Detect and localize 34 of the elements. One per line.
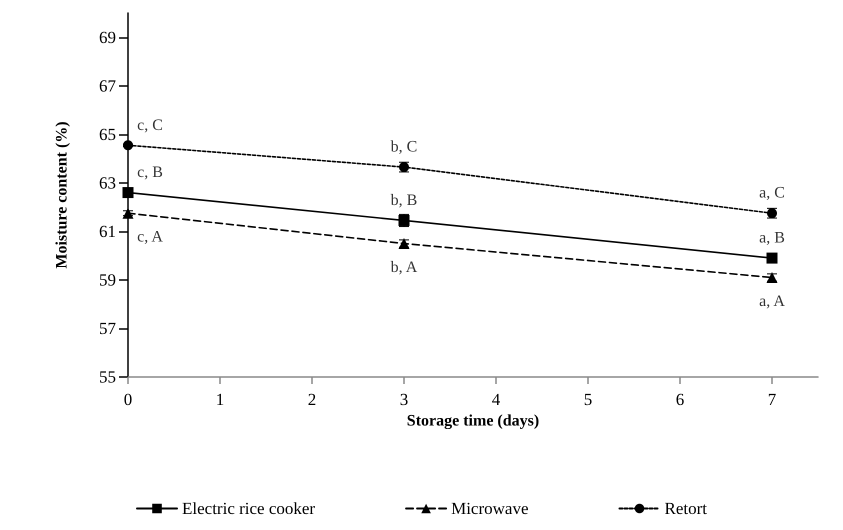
y-tick-label: 57 (99, 318, 116, 338)
annotation: a, A (759, 293, 786, 310)
point (123, 140, 133, 150)
annotation: b, A (390, 259, 418, 276)
legend-label: Microwave (451, 499, 529, 518)
y-tick-label: 65 (99, 124, 116, 144)
annotation: a, C (759, 184, 785, 202)
y-tick-label: 59 (99, 270, 116, 290)
y-axis-title: Moisture content (%) (54, 121, 70, 269)
point (122, 208, 134, 219)
y-tick-label: 63 (99, 173, 116, 192)
x-tick-label: 7 (768, 390, 777, 409)
annotation: c, B (137, 164, 163, 182)
point (766, 252, 778, 264)
point (122, 187, 134, 198)
y-tick-label: 67 (99, 76, 116, 96)
legend-label: Retort (664, 499, 708, 518)
y-tick-label: 55 (99, 368, 116, 386)
legend-label: Electric rice cooker (182, 499, 316, 518)
x-tick-label: 1 (216, 390, 224, 409)
annotation: c, C (137, 116, 163, 134)
x-tick-label: 6 (676, 390, 684, 409)
annotation: c, A (137, 228, 164, 246)
x-tick-label: 0 (124, 390, 132, 409)
annotation: b, C (390, 138, 418, 156)
annotation: a, B (759, 230, 785, 247)
x-tick-label: 5 (584, 390, 592, 409)
x-tick-label: 4 (492, 390, 501, 409)
x-tick-label: 3 (400, 390, 408, 409)
x-tick-label: 2 (308, 390, 316, 409)
x-axis-title: Storage time (days) (406, 412, 540, 430)
y-tick-label: 69 (99, 28, 116, 47)
annotation: b, B (390, 192, 418, 209)
y-tick-label: 61 (99, 222, 116, 241)
